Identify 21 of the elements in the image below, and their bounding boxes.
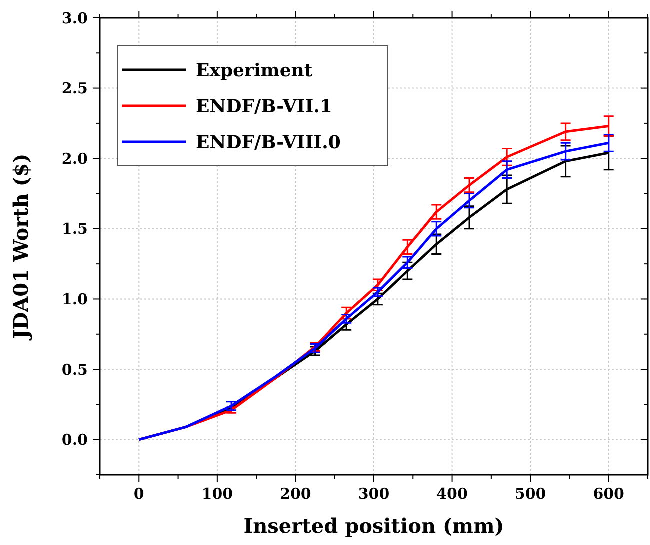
y-axis-title: JDA01 Worth ($) — [9, 154, 33, 342]
y-tick-label: 2.5 — [62, 80, 88, 98]
text: 3.0 — [62, 9, 88, 28]
text: 1.0 — [62, 290, 88, 308]
x-tick-label: 400 — [436, 485, 468, 503]
x-tick-label: 0 — [134, 485, 144, 503]
point — [340, 306, 352, 320]
y-tick-label: 0.5 — [62, 360, 88, 379]
legend-label: Experiment — [196, 60, 314, 82]
x-tick-label: 300 — [358, 485, 390, 503]
y-tick-label: 1.5 — [62, 220, 88, 238]
legend-label: ENDF/B-VIII.0 — [196, 132, 341, 154]
point — [464, 193, 476, 209]
x-tick-label: 500 — [514, 485, 546, 503]
x-axis-title: Inserted position (mm) — [244, 514, 504, 538]
x-tick-label: 600 — [593, 485, 625, 503]
text: 0.0 — [62, 431, 88, 450]
text: 2.0 — [62, 150, 88, 168]
x-tick-label: 200 — [280, 485, 312, 503]
x-tick-label: 100 — [202, 485, 234, 503]
legend-label: ENDF/B-VII.1 — [196, 96, 332, 118]
